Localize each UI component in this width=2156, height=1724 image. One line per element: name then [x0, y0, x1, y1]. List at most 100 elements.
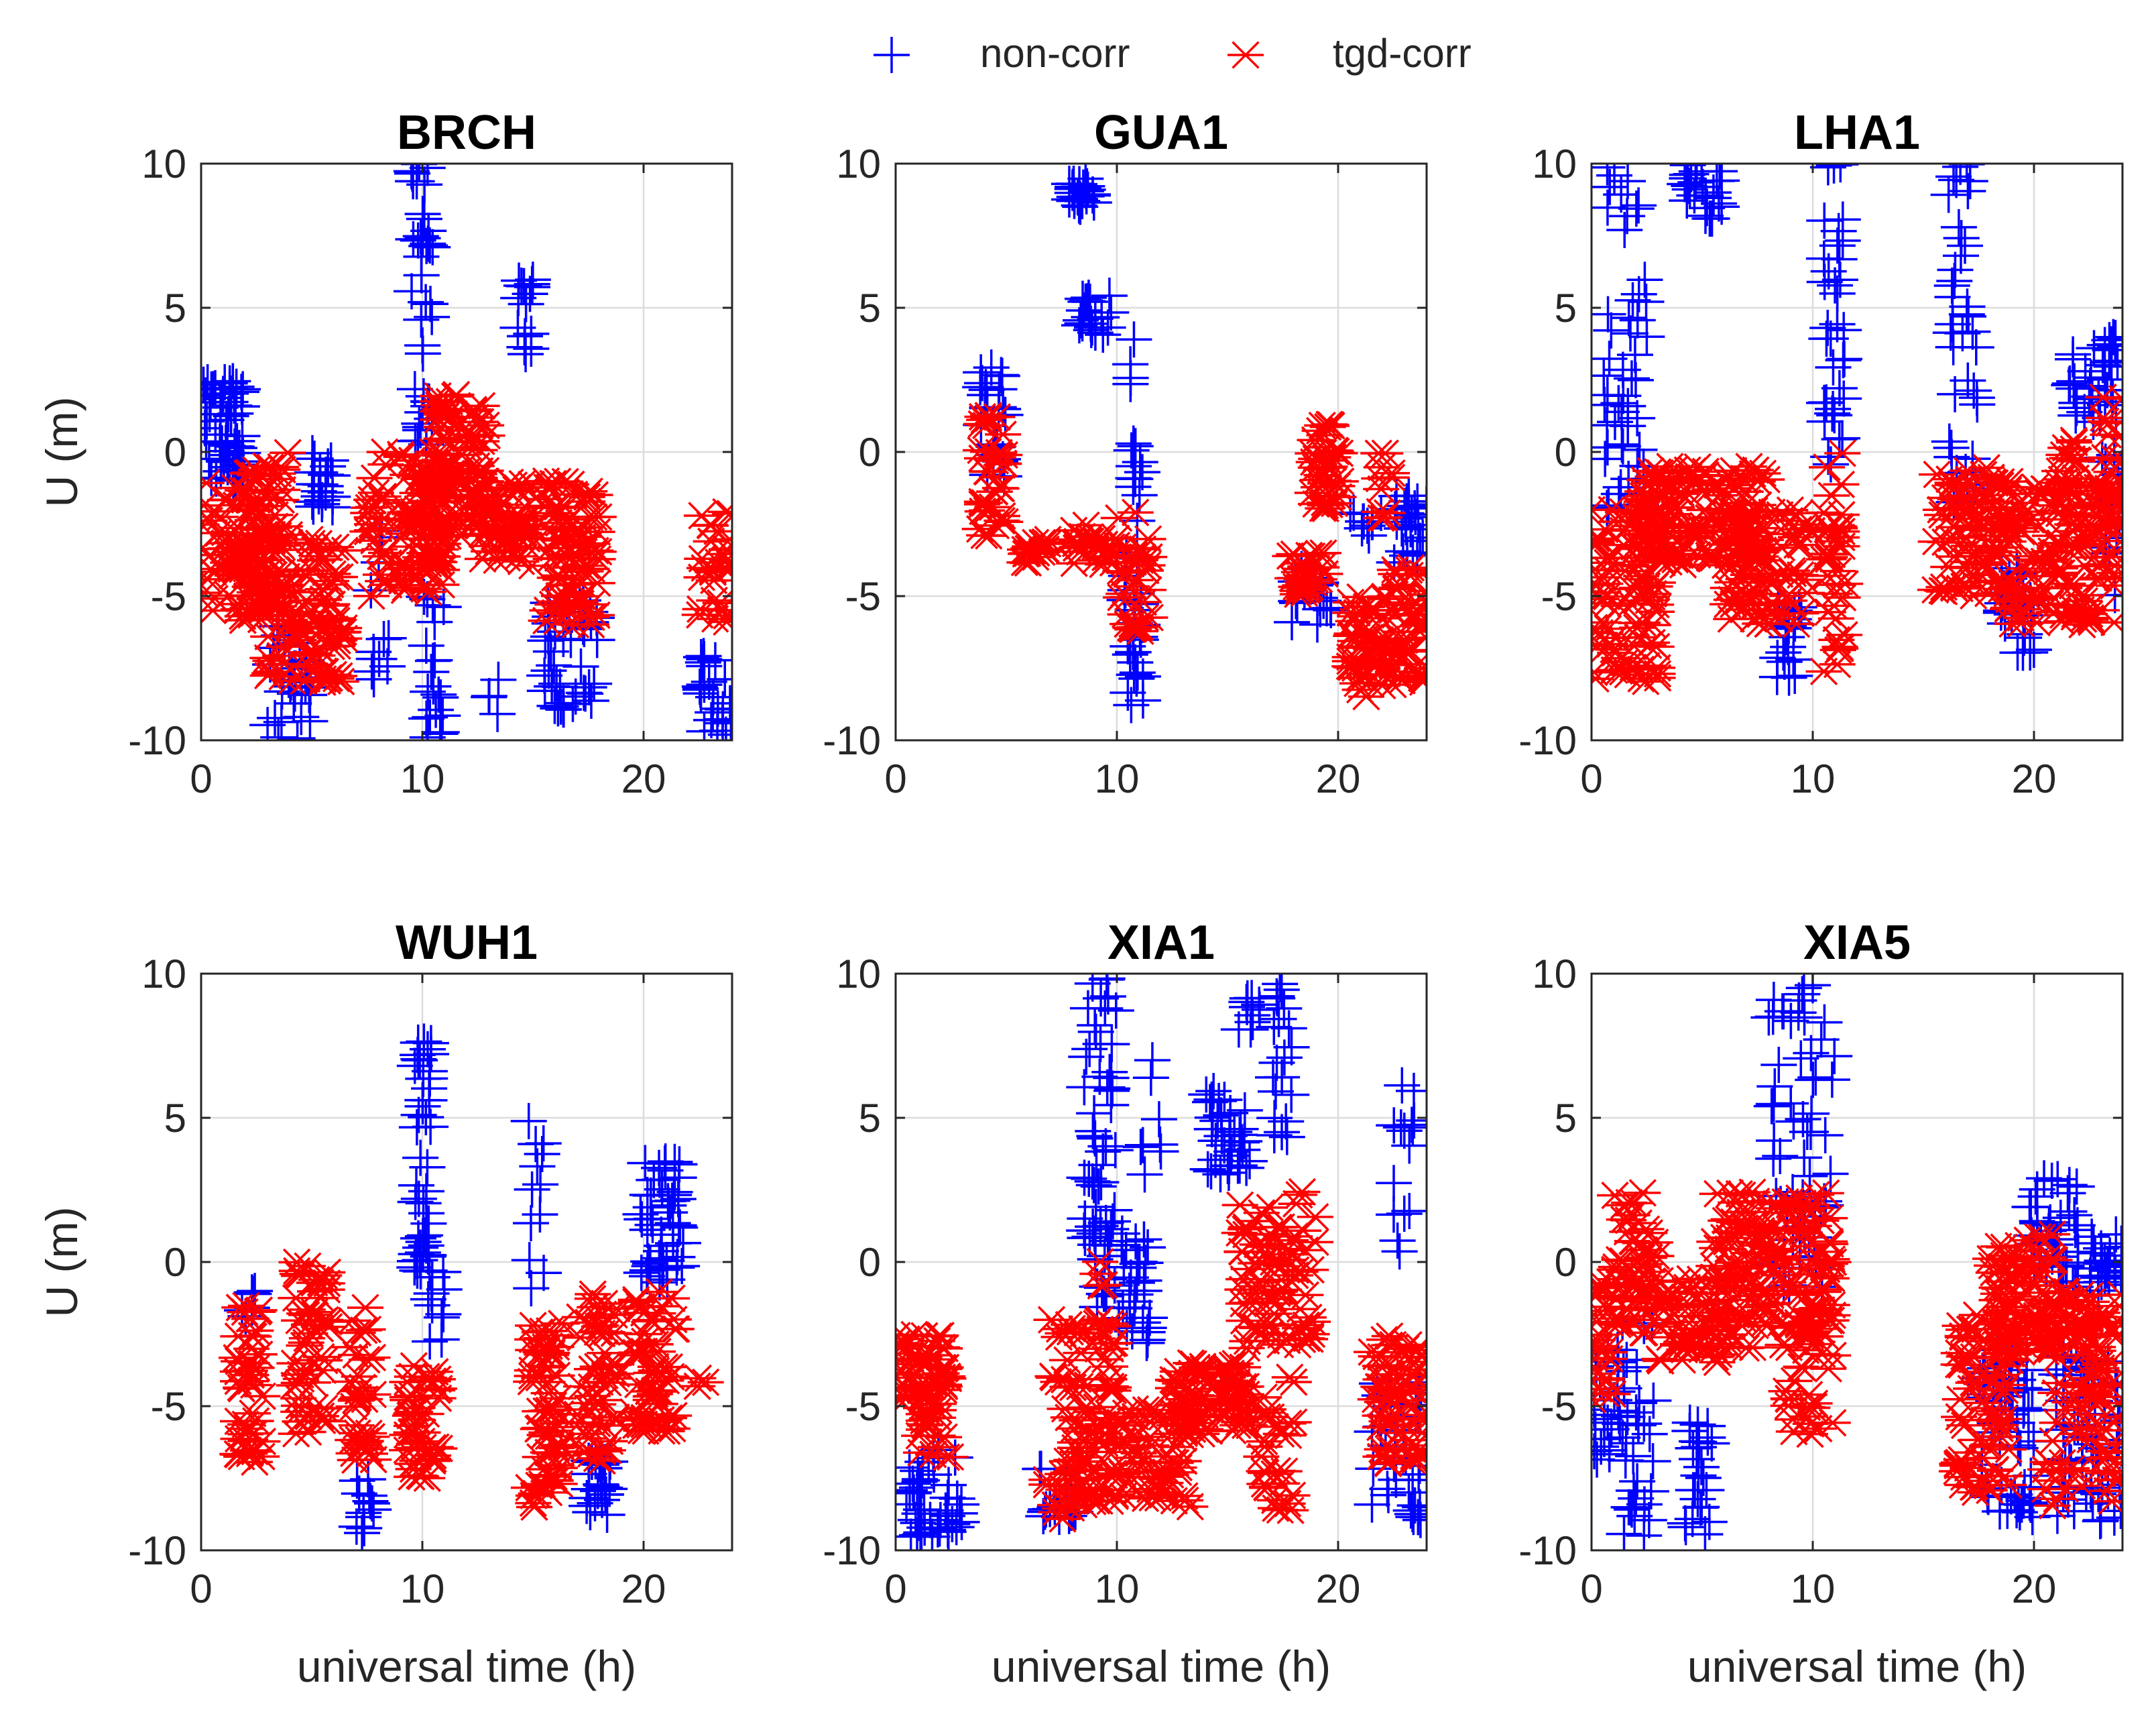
point-non-corr — [355, 1491, 392, 1528]
point-non-corr — [1097, 1132, 1134, 1169]
point-non-corr — [1220, 1011, 1257, 1048]
point-tgd-corr — [201, 469, 225, 498]
point-tgd-corr — [1819, 557, 1856, 585]
y-tick-label: -10 — [1518, 1528, 1577, 1573]
point-non-corr — [1392, 1492, 1427, 1529]
point-non-corr — [1393, 1106, 1427, 1143]
subplot-title: XIA5 — [1803, 916, 1911, 970]
series-tgd-corr — [961, 402, 1427, 711]
point-tgd-corr — [2048, 1286, 2085, 1314]
point-tgd-corr — [1592, 571, 1615, 599]
point-tgd-corr — [1592, 1320, 1618, 1349]
point-non-corr — [654, 1182, 691, 1219]
point-non-corr — [1234, 1004, 1271, 1041]
point-non-corr — [1821, 369, 1858, 406]
point-non-corr — [1683, 1489, 1720, 1526]
point-tgd-corr — [220, 1322, 257, 1351]
y-tick-label: 10 — [1532, 952, 1577, 996]
point-non-corr — [963, 354, 1000, 391]
point-tgd-corr — [2034, 1427, 2071, 1455]
point-non-corr — [568, 1487, 605, 1524]
point-tgd-corr — [1268, 1326, 1305, 1355]
point-non-corr — [1819, 227, 1856, 264]
point-tgd-corr — [1069, 1371, 1106, 1399]
point-non-corr — [409, 164, 446, 186]
point-non-corr — [1116, 448, 1152, 485]
point-tgd-corr — [1592, 1385, 1611, 1414]
y-tick-label: -5 — [845, 1384, 881, 1429]
point-non-corr — [1621, 431, 1658, 468]
point-tgd-corr — [2099, 563, 2122, 591]
point-non-corr — [1379, 1222, 1416, 1259]
point-tgd-corr — [2090, 420, 2122, 449]
point-tgd-corr — [1754, 1244, 1791, 1272]
point-non-corr — [406, 166, 443, 203]
point-non-corr — [398, 164, 435, 200]
point-non-corr — [1592, 1428, 1620, 1465]
point-tgd-corr — [435, 511, 472, 539]
point-tgd-corr — [1230, 1255, 1267, 1283]
point-non-corr — [1806, 1004, 1843, 1041]
point-non-corr — [1785, 1101, 1821, 1138]
point-non-corr — [930, 1513, 967, 1550]
point-tgd-corr — [1653, 522, 1690, 551]
point-tgd-corr — [2086, 443, 2122, 472]
point-tgd-corr — [1742, 600, 1779, 628]
point-non-corr — [1677, 164, 1714, 200]
point-tgd-corr — [626, 1320, 663, 1348]
point-tgd-corr — [354, 510, 391, 538]
point-tgd-corr — [1642, 1346, 1679, 1375]
point-tgd-corr — [1928, 505, 1965, 534]
point-non-corr — [1631, 1416, 1668, 1452]
point-tgd-corr — [1805, 657, 1842, 685]
point-non-corr — [1022, 1450, 1059, 1487]
x-tick-label: 20 — [2012, 1566, 2057, 1611]
point-tgd-corr — [1990, 1471, 2027, 1499]
point-tgd-corr — [1747, 1308, 1784, 1336]
point-tgd-corr — [1288, 576, 1325, 604]
point-non-corr — [402, 1139, 439, 1176]
point-non-corr — [1765, 634, 1802, 671]
y-tick-label: 10 — [141, 952, 186, 996]
point-tgd-corr — [1079, 1324, 1116, 1353]
point-tgd-corr — [252, 646, 289, 675]
point-tgd-corr — [263, 558, 300, 586]
point-tgd-corr — [2087, 1308, 2122, 1336]
point-non-corr — [412, 699, 448, 736]
point-tgd-corr — [1138, 1464, 1175, 1493]
point-non-corr — [572, 1494, 609, 1531]
point-tgd-corr — [1371, 1331, 1408, 1359]
point-non-corr — [404, 220, 441, 257]
subplot-title: LHA1 — [1794, 106, 1920, 160]
point-non-corr — [1691, 200, 1728, 237]
point-non-corr — [518, 1126, 554, 1163]
point-non-corr — [408, 1099, 444, 1136]
point-non-corr — [408, 284, 444, 321]
point-non-corr — [656, 1143, 693, 1180]
point-tgd-corr — [427, 402, 464, 430]
y-axis-label: U (m) — [37, 1207, 86, 1318]
point-non-corr — [1083, 1164, 1120, 1201]
subplot-title: BRCH — [397, 106, 536, 160]
point-non-corr — [339, 1462, 375, 1499]
point-tgd-corr — [2090, 1439, 2122, 1467]
point-non-corr — [1299, 606, 1335, 643]
point-tgd-corr — [1772, 1214, 1809, 1242]
point-non-corr — [1206, 1127, 1243, 1164]
point-non-corr — [1391, 1127, 1427, 1164]
point-non-corr — [1391, 1193, 1427, 1230]
data-layer — [961, 164, 1427, 724]
point-non-corr — [1592, 164, 1626, 186]
point-non-corr — [661, 1146, 698, 1183]
point-non-corr — [897, 1501, 934, 1538]
point-tgd-corr — [1225, 1289, 1262, 1318]
point-tgd-corr — [308, 619, 345, 647]
point-non-corr — [304, 485, 341, 522]
point-tgd-corr — [707, 498, 732, 526]
point-non-corr — [1262, 974, 1299, 1002]
point-tgd-corr — [2090, 476, 2122, 504]
point-tgd-corr — [1754, 1290, 1791, 1318]
point-non-corr — [1592, 441, 1624, 477]
